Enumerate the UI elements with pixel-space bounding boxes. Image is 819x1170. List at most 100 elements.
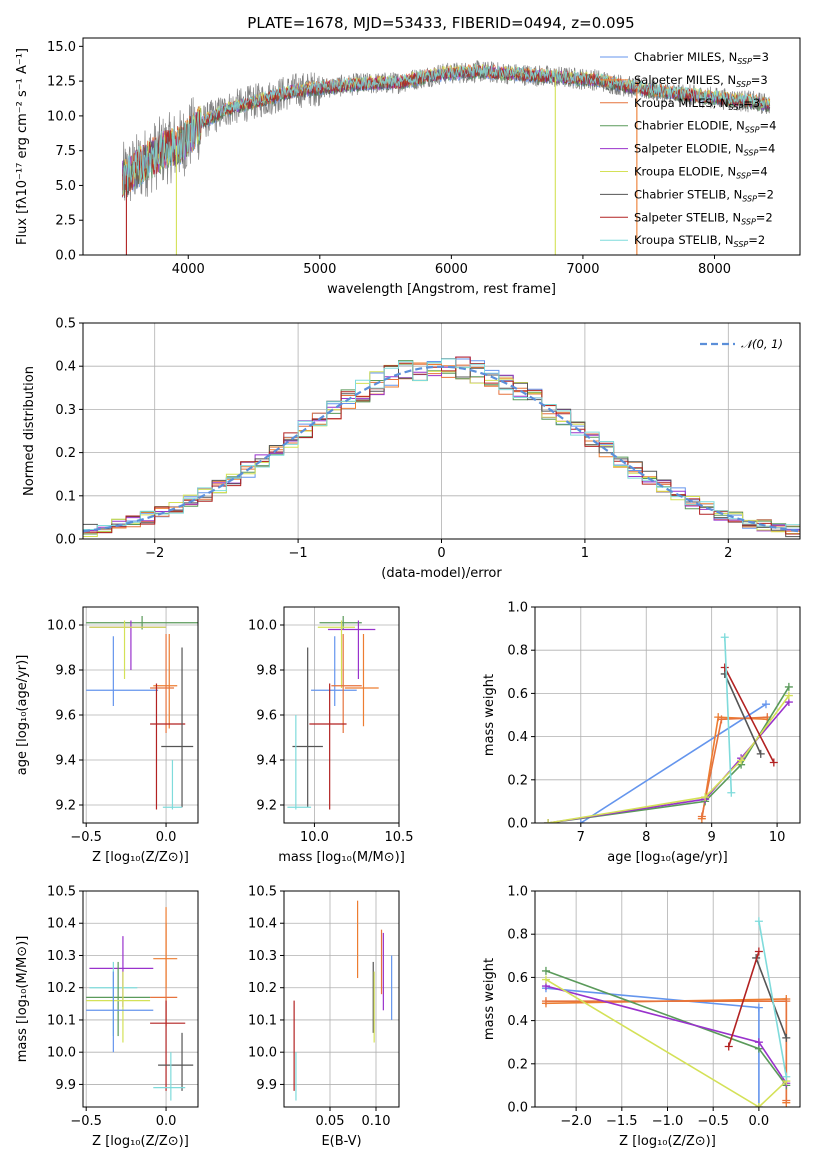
- weight-line: [724, 667, 775, 763]
- mass-weight-vs-metallicity-panel: −2.0 −1.5 −1.0 −0.5 0.0 0.0 0.2 0.4 0.6 0.8 1.0 Z […: [482, 885, 801, 1149]
- y-tick-label: 0.3: [55, 403, 76, 418]
- y-tick-label: 9.4: [55, 754, 76, 769]
- legend-value: =3: [751, 73, 768, 87]
- y-axis-label: Normed distribution: [22, 366, 37, 496]
- gaussian-curve: [83, 365, 800, 533]
- y-tick-label: 9.9: [55, 1078, 76, 1093]
- weight-marker: [784, 691, 793, 700]
- legend-subscript: SSP: [737, 57, 752, 66]
- legend-value: =2: [748, 233, 765, 247]
- x-tick-label: −1.0: [652, 1114, 684, 1129]
- weight-marker: [782, 1033, 791, 1042]
- axes-frame: [82, 322, 801, 540]
- y-tick-label: 9.9: [256, 1078, 277, 1093]
- weight-marker: [720, 633, 729, 642]
- mass-weight-vs-age-panel: 7 8 9 10 0.0 0.2 0.4 0.6 0.8 1.0 age [log₁₀(age/yr…: [482, 601, 801, 865]
- weight-marker: [754, 1038, 763, 1047]
- legend-subscript: SSP: [745, 126, 760, 135]
- legend-entry: 𝒩(0, 1): [741, 337, 783, 351]
- plot-area: [86, 907, 194, 1101]
- weight-marker: [756, 749, 765, 758]
- legend-entry: Salpeter MILES, NSSP=3: [634, 73, 768, 89]
- x-tick-label: −0.5: [70, 830, 102, 845]
- legend-entry: Salpeter ELODIE, NSSP=4: [634, 142, 775, 158]
- plot-area: [83, 356, 800, 538]
- y-tick-label: 0.4: [55, 360, 76, 375]
- x-tick-label: −0.5: [70, 1114, 102, 1129]
- x-tick-label: −2.0: [560, 1114, 592, 1129]
- plot-area: [122, 60, 771, 255]
- spectrum-panel: 4000 5000 6000 7000 8000 0.0 2.5 5.0 7.5 10.0 12.5…: [15, 14, 801, 297]
- x-tick-label: 1: [581, 546, 589, 561]
- x-tick-label: 0.10: [362, 1114, 391, 1129]
- y-axis-label: mass [log₁₀(M/M⊙)]: [15, 936, 30, 1063]
- legend-label: Kroupa MILES, N: [634, 96, 729, 110]
- y-tick-label: 0.6: [507, 687, 528, 702]
- weight-line: [545, 978, 787, 1107]
- plot-area: [86, 616, 198, 810]
- y-tick-label: 10.0: [47, 619, 76, 634]
- mass-vs-extinction-panel: 0.05 0.10 9.9 10.0 10.1 10.2 10.3 10.4 10.5 E(B-V…: [248, 885, 400, 1149]
- y-tick-label: 10.0: [248, 619, 277, 634]
- weight-marker: [784, 682, 793, 691]
- weight-marker: [754, 947, 763, 956]
- y-tick-label: 1.0: [507, 885, 528, 900]
- legend-label: Salpeter MILES, N: [634, 73, 736, 87]
- x-tick-label: −2: [145, 546, 164, 561]
- x-tick-label: 9: [708, 830, 716, 845]
- y-tick-label: 10.5: [47, 885, 76, 900]
- legend-value: =3: [743, 96, 760, 110]
- weight-marker: [576, 819, 585, 823]
- y-tick-label: 0.2: [507, 1057, 528, 1072]
- age-vs-metallicity-panel: −0.5 0.0 9.2 9.4 9.6 9.8 10.0 Z [log₁₀(Z/Z⊙)] ag…: [15, 606, 199, 865]
- legend-subscript: SSP: [741, 217, 756, 226]
- axes-frame: [82, 37, 801, 256]
- legend-subscript: SSP: [734, 240, 749, 249]
- weight-line: [727, 951, 760, 1047]
- y-tick-label: 0.0: [55, 533, 76, 548]
- axes-frame: [283, 890, 400, 1108]
- y-axis-label: mass weight: [482, 674, 497, 756]
- axes-frame: [534, 890, 801, 1108]
- legend-value: =4: [758, 142, 775, 156]
- legend-label: Salpeter STELIB, N: [634, 210, 741, 224]
- chart-title: PLATE=1678, MJD=53433, FIBERID=0494, z=0…: [247, 14, 634, 32]
- y-tick-label: 5.0: [55, 179, 76, 194]
- weight-marker: [720, 663, 729, 672]
- y-tick-label: 10.2: [248, 981, 277, 996]
- residuals-panel: −2 −1 0 1 2 0.0 0.1 0.2 0.3 0.4 0.5 (data-model)/er…: [22, 317, 801, 581]
- legend-subscript: SSP: [744, 149, 759, 158]
- x-axis-label: wavelength [Angstrom, rest frame]: [327, 282, 556, 297]
- weight-marker: [737, 756, 746, 765]
- legend-subscript: SSP: [736, 80, 751, 89]
- legend-value: =4: [751, 165, 768, 179]
- y-axis-label: age [log₁₀(age/yr)]: [15, 655, 30, 776]
- x-axis-label: E(B-V): [321, 1134, 361, 1149]
- weight-line: [758, 921, 788, 1077]
- y-tick-label: 1.0: [507, 601, 528, 616]
- x-tick-label: 0.0: [156, 1114, 177, 1129]
- residual-histogram: [83, 363, 800, 537]
- y-tick-label: 9.8: [55, 664, 76, 679]
- y-tick-label: 15.0: [47, 40, 76, 55]
- weight-marker: [754, 1003, 763, 1012]
- y-tick-label: 10.3: [248, 949, 277, 964]
- y-tick-label: 0.5: [55, 317, 76, 332]
- x-tick-label: 10.0: [300, 830, 329, 845]
- weight-marker: [769, 758, 778, 767]
- y-tick-label: 0.0: [507, 817, 528, 832]
- y-tick-label: 0.1: [55, 489, 76, 504]
- legend-label: Chabrier ELODIE, N: [634, 119, 745, 133]
- weight-marker: [541, 997, 550, 1006]
- y-tick-label: 0.4: [507, 730, 528, 745]
- x-tick-label: 10: [769, 830, 786, 845]
- x-tick-label: 4000: [172, 262, 205, 277]
- x-tick-label: 8: [642, 830, 650, 845]
- x-axis-label: age [log₁₀(age/yr)]: [607, 850, 728, 865]
- legend-label: Kroupa ELODIE, N: [634, 165, 736, 179]
- y-tick-label: 9.2: [55, 799, 76, 814]
- legend-value: =3: [752, 50, 769, 64]
- weight-marker: [544, 819, 553, 823]
- weight-marker: [717, 715, 726, 724]
- y-tick-label: 9.6: [256, 709, 277, 724]
